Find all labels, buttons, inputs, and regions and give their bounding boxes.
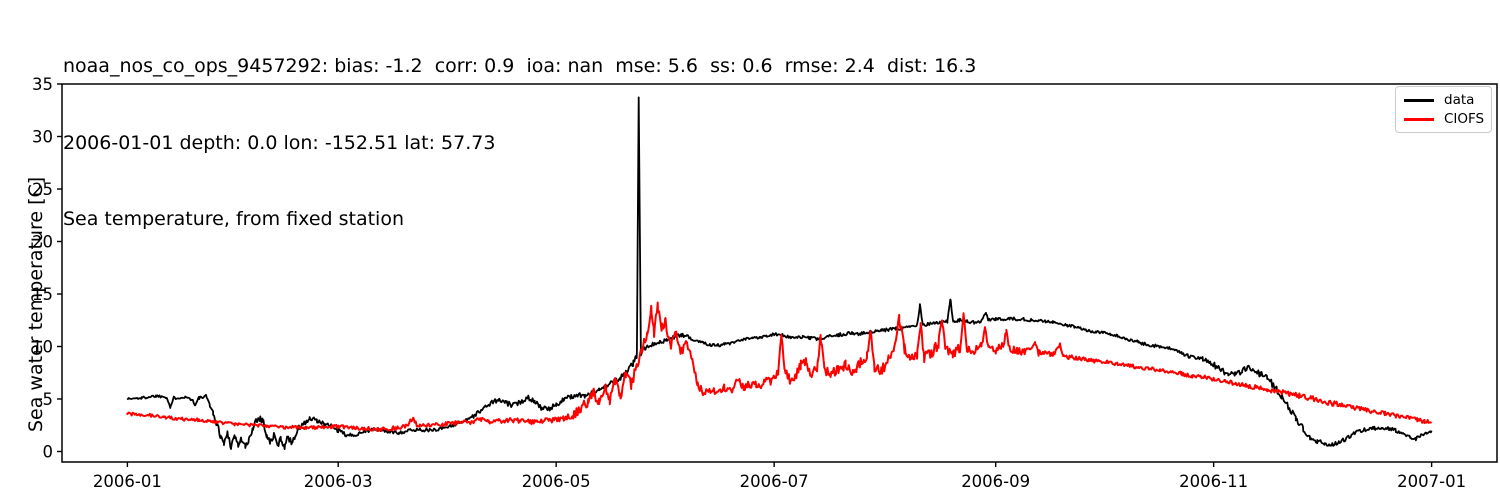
chart-title-block: noaa_nos_co_ops_9457292: bias: -1.2 corr…	[63, 3, 976, 284]
legend-label-ciofs: CIOFS	[1444, 111, 1485, 127]
y-tick-label: 5	[43, 390, 54, 409]
y-tick-label: 0	[43, 443, 54, 462]
title-line-description: Sea temperature, from fixed station	[63, 208, 404, 230]
series-line-data	[126, 96, 1433, 450]
title-line-stats: noaa_nos_co_ops_9457292: bias: -1.2 corr…	[63, 55, 977, 77]
y-tick-label: 35	[32, 75, 53, 94]
y-tick-label: 10	[32, 338, 53, 357]
axes-frame	[61, 83, 1498, 463]
y-tick-label: 30	[32, 128, 53, 147]
y-tick-label: 20	[32, 233, 53, 252]
title-line-meta: 2006-01-01 depth: 0.0 lon: -152.51 lat: …	[63, 131, 496, 154]
legend-box: data CIOFS	[1395, 86, 1492, 133]
legend-entry-data: data	[1404, 92, 1483, 108]
x-tick-label: 2006-05	[522, 472, 591, 491]
x-tick-label: 2006-09	[961, 472, 1030, 491]
y-tick-label: 25	[32, 180, 53, 199]
x-tick-label: 2006-03	[304, 472, 373, 491]
series-line-CIOFS	[126, 301, 1433, 432]
legend-label-data: data	[1444, 92, 1475, 108]
x-tick-label: 2007-01	[1397, 472, 1466, 491]
x-tick-label: 2006-11	[1179, 472, 1248, 491]
x-tick-label: 2006-07	[740, 472, 809, 491]
y-tick-label: 15	[32, 285, 53, 304]
legend-entry-ciofs: CIOFS	[1404, 111, 1485, 127]
legend-line-sample-data	[1404, 98, 1434, 102]
legend-line-sample-ciofs	[1404, 117, 1434, 121]
x-tick-label: 2006-01	[93, 472, 162, 491]
